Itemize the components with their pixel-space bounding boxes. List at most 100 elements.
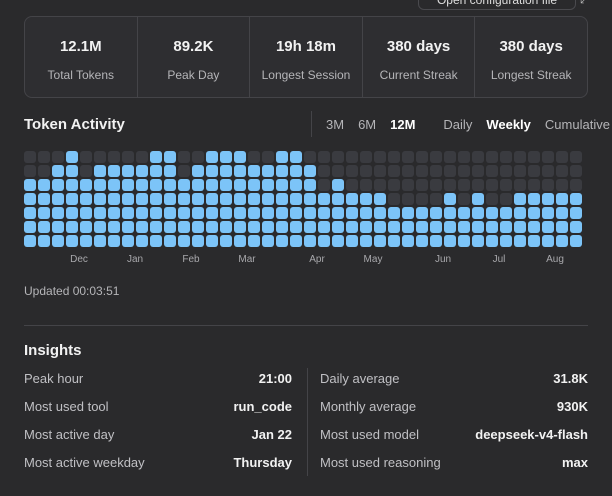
insight-value: Jan 22	[251, 427, 292, 442]
week-column	[318, 193, 330, 247]
tab[interactable]: 3M	[326, 116, 345, 132]
stat-label: Peak Day	[167, 68, 220, 82]
empty-cell	[570, 151, 582, 163]
filled-cell	[458, 221, 470, 233]
week-column	[346, 193, 358, 247]
empty-cell	[80, 151, 92, 163]
filled-cell	[136, 235, 148, 247]
empty-cell	[360, 165, 372, 177]
filled-cell	[290, 151, 302, 163]
week-column	[122, 165, 134, 247]
empty-cell	[416, 179, 428, 191]
filled-cell	[80, 221, 92, 233]
empty-cell	[178, 151, 190, 163]
insight-key: Most active day	[24, 427, 115, 442]
filled-cell	[164, 221, 176, 233]
tab[interactable]: Daily	[443, 116, 473, 132]
empty-cell	[444, 151, 456, 163]
filled-cell	[346, 207, 358, 219]
filled-cell	[444, 207, 456, 219]
filled-cell	[542, 235, 554, 247]
week-column	[570, 193, 582, 247]
insight-value: run_code	[233, 399, 292, 414]
stat: 12.1M Total Tokens	[25, 17, 137, 97]
filled-cell	[150, 207, 162, 219]
insight-value: Thursday	[233, 455, 292, 470]
filled-cell	[220, 165, 232, 177]
empty-cell	[444, 179, 456, 191]
filled-cell	[234, 235, 246, 247]
filled-cell	[542, 193, 554, 205]
filled-cell	[262, 193, 274, 205]
empty-cell	[80, 165, 92, 177]
empty-cell	[528, 151, 540, 163]
empty-cell	[262, 151, 274, 163]
empty-cell	[486, 165, 498, 177]
filled-cell	[94, 235, 106, 247]
expand-icon[interactable]: ⤢	[580, 0, 590, 7]
week-column	[388, 207, 400, 247]
empty-cell	[430, 151, 442, 163]
insight-key: Most used reasoning	[320, 455, 441, 470]
filled-cell	[164, 165, 176, 177]
filled-cell	[234, 151, 246, 163]
week-column	[234, 151, 246, 247]
filled-cell	[38, 179, 50, 191]
week-column	[430, 207, 442, 247]
empty-cell	[346, 165, 358, 177]
tab[interactable]: Cumulative	[544, 116, 610, 132]
filled-cell	[122, 193, 134, 205]
filled-cell	[318, 235, 330, 247]
insight-row: Most used model deepseek-v4-flash	[320, 424, 588, 452]
filled-cell	[150, 165, 162, 177]
empty-cell	[122, 151, 134, 163]
empty-cell	[556, 151, 568, 163]
filled-cell	[220, 179, 232, 191]
filled-cell	[276, 179, 288, 191]
filled-cell	[388, 207, 400, 219]
week-column	[248, 165, 260, 247]
stat-value: 380 days	[386, 38, 451, 55]
empty-cell	[388, 151, 400, 163]
filled-cell	[570, 207, 582, 219]
filled-cell	[514, 193, 526, 205]
week-column	[192, 165, 204, 247]
tab[interactable]: 12M	[390, 116, 416, 132]
empty-cell	[402, 193, 414, 205]
stat-label: Longest Streak	[490, 68, 572, 82]
filled-cell	[514, 207, 526, 219]
week-column	[276, 151, 288, 247]
insight-value: 930K	[556, 399, 588, 414]
empty-cell	[500, 193, 512, 205]
filled-cell	[192, 221, 204, 233]
x-tick-label: Jun	[435, 254, 451, 265]
tabs: 3M 6M 12M Daily Weekly Cumulative	[311, 111, 610, 137]
empty-cell	[318, 179, 330, 191]
filled-cell	[122, 165, 134, 177]
filled-cell	[332, 179, 344, 191]
empty-cell	[52, 151, 64, 163]
filled-cell	[276, 193, 288, 205]
filled-cell	[528, 235, 540, 247]
tab[interactable]: Weekly	[486, 116, 531, 132]
open-config-button[interactable]: Open configuration file	[418, 0, 576, 10]
filled-cell	[276, 165, 288, 177]
filled-cell	[206, 235, 218, 247]
filled-cell	[486, 207, 498, 219]
filled-cell	[290, 221, 302, 233]
filled-cell	[66, 207, 78, 219]
insight-key: Most used model	[320, 427, 419, 442]
empty-cell	[402, 165, 414, 177]
filled-cell	[38, 193, 50, 205]
empty-cell	[472, 179, 484, 191]
filled-cell	[164, 207, 176, 219]
tab[interactable]: 6M	[358, 116, 377, 132]
week-column	[416, 207, 428, 247]
week-column	[94, 165, 106, 247]
filled-cell	[94, 193, 106, 205]
filled-cell	[458, 235, 470, 247]
filled-cell	[24, 207, 36, 219]
filled-cell	[150, 235, 162, 247]
week-column	[38, 179, 50, 247]
empty-cell	[248, 151, 260, 163]
